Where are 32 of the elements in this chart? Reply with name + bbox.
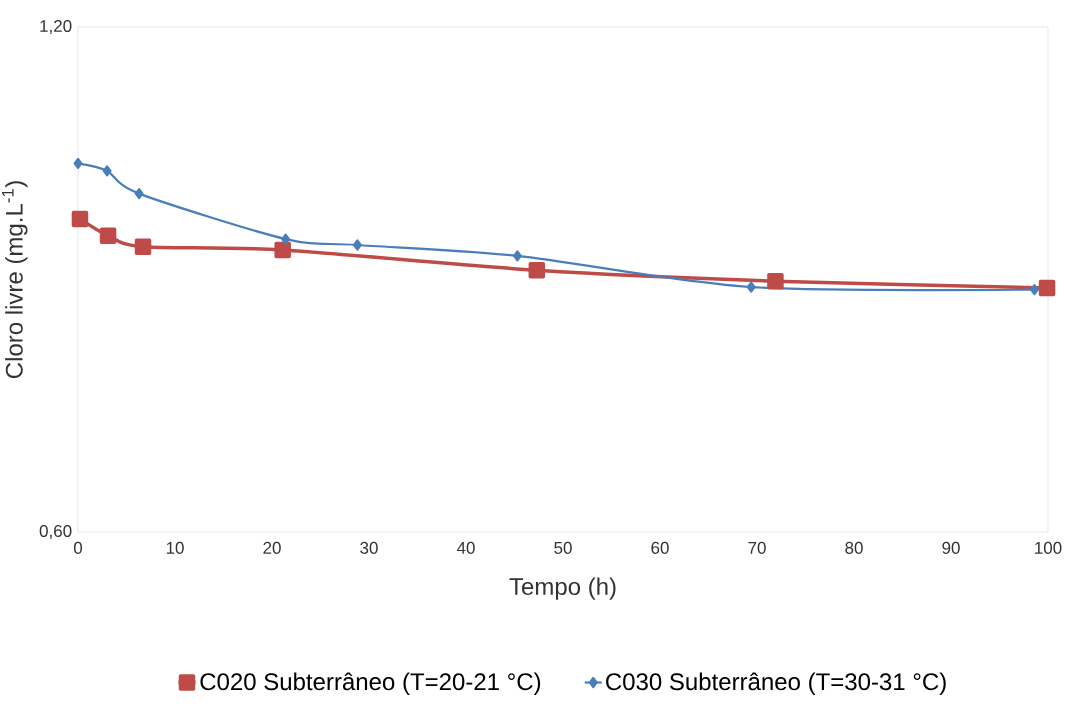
x-tick-label: 50 [554,541,572,554]
y-axis-title: Cloro livre (mg.L$^{-1}$) [1,181,28,378]
x-tick-label: 0 [73,541,83,554]
point [73,157,83,169]
point [71,210,89,228]
point [1029,283,1039,296]
x-tick-label: 70 [748,541,766,554]
point [1038,279,1056,297]
point [767,272,784,290]
x-tick-label: 100 [1035,541,1062,554]
x-tick-label: 20 [263,541,281,554]
x-tick-label: 90 [942,541,960,554]
point [512,250,522,262]
x-tick-label: 80 [845,541,863,554]
point [528,261,546,279]
point [134,238,152,255]
legend-label: C030 Subterrâneo (T=30-31 °C) [606,672,946,695]
x-tick-label: 10 [166,541,184,554]
x-tick-label: 40 [456,541,475,554]
point [99,227,117,244]
point [352,239,362,251]
y-tick-label: 0,60 [39,524,72,539]
point [274,241,291,259]
point [102,165,112,177]
point [134,188,144,200]
point [281,233,291,245]
x-axis-title: Tempo (h) [509,577,616,600]
y-tick-label: 1,20 [40,19,72,34]
x-tick-label: 60 [651,541,669,554]
legend-label: C020 Subterrâneo (T=20-21 °C) [200,672,541,695]
x-tick-label: 30 [360,541,378,554]
point [746,281,756,293]
